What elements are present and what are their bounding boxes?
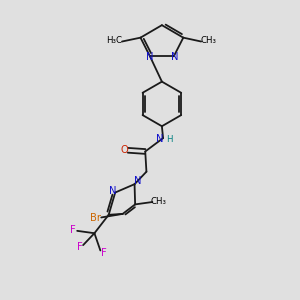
Text: O: O bbox=[121, 145, 128, 155]
Text: N: N bbox=[109, 186, 116, 196]
Text: H₃C: H₃C bbox=[106, 36, 122, 45]
Text: F: F bbox=[77, 242, 82, 253]
Text: N: N bbox=[146, 52, 153, 62]
Text: N: N bbox=[156, 134, 164, 144]
Text: Br: Br bbox=[90, 213, 101, 223]
Text: F: F bbox=[101, 248, 107, 258]
Text: H: H bbox=[167, 134, 173, 143]
Text: CH₃: CH₃ bbox=[151, 197, 167, 206]
Text: F: F bbox=[70, 225, 76, 235]
Text: N: N bbox=[134, 176, 142, 186]
Text: N: N bbox=[171, 52, 178, 62]
Text: CH₃: CH₃ bbox=[201, 36, 217, 45]
